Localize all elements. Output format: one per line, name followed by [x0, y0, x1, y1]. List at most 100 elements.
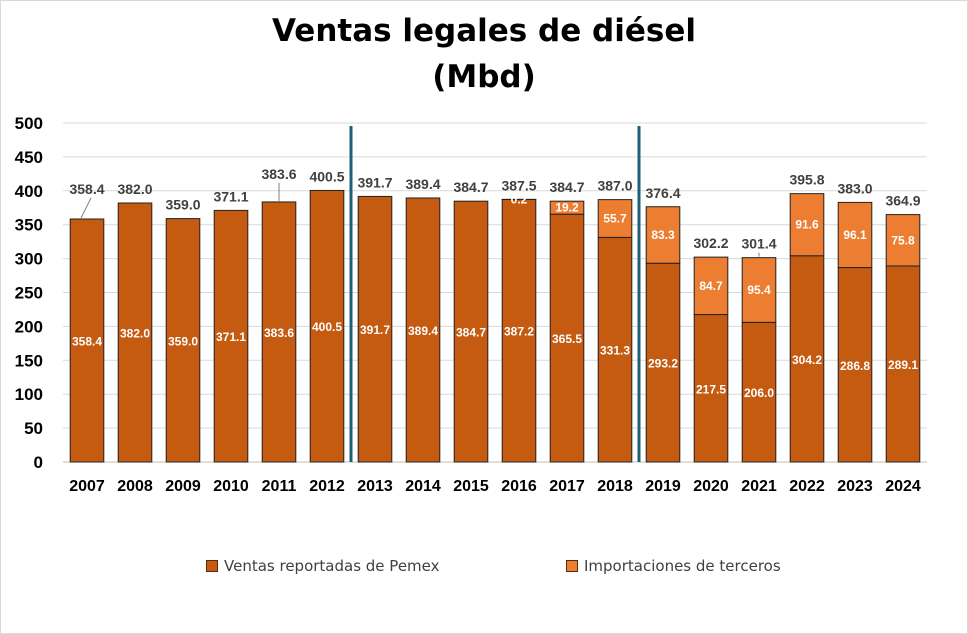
bar-pemex: [69, 218, 105, 463]
y-tick-label: 450: [15, 148, 43, 167]
x-tick-label: 2008: [117, 478, 153, 495]
y-tick-label: 400: [15, 182, 43, 201]
data-label-pemex: 206.0: [744, 386, 774, 400]
x-tick-label: 2024: [885, 478, 921, 495]
data-label-total: 387.5: [501, 177, 536, 193]
data-label-total: 301.4: [741, 236, 776, 252]
leader-line: [80, 197, 92, 219]
bar-pemex: [261, 201, 297, 463]
data-label-pemex: 365.5: [552, 332, 582, 346]
data-label-pemex: 304.2: [792, 353, 822, 367]
x-tick-label: 2019: [645, 478, 681, 495]
data-label-total: 387.0: [597, 178, 632, 194]
bar-terceros: [693, 256, 729, 316]
y-tick-label: 250: [15, 284, 43, 303]
data-label-total: 383.0: [837, 180, 872, 196]
bar-pemex: [885, 265, 921, 463]
bar-pemex: [453, 200, 489, 463]
bar-pemex: [645, 262, 681, 463]
data-label-pemex: 289.1: [888, 358, 918, 372]
data-label-terceros: 55.7: [603, 211, 627, 225]
data-label-total: 371.1: [213, 188, 248, 204]
bar-pemex: [501, 198, 537, 463]
y-tick-label: 100: [15, 385, 43, 404]
bar-pemex: [357, 195, 393, 463]
data-label-total: 359.0: [165, 197, 200, 213]
data-label-pemex: 293.2: [648, 357, 678, 371]
data-label-total: 376.4: [645, 185, 680, 201]
data-label-total: 358.4: [69, 181, 104, 197]
legend-label-terceros: Importaciones de terceros: [584, 557, 781, 575]
x-tick-label: 2012: [309, 478, 345, 495]
data-label-pemex: 387.2: [504, 325, 534, 339]
bar-terceros: [645, 206, 681, 264]
y-tick-label: 200: [15, 317, 43, 336]
bar-terceros: [885, 214, 921, 267]
x-tick-label: 2014: [405, 478, 441, 495]
y-tick-label: 0: [34, 453, 43, 472]
data-label-terceros: 0.2: [511, 192, 528, 206]
legend-label-pemex: Ventas reportadas de Pemex: [224, 557, 440, 575]
data-label-total: 364.9: [885, 193, 920, 209]
bar-terceros: [789, 193, 825, 257]
bar-terceros: [837, 201, 873, 269]
bar-terceros: [597, 199, 633, 238]
data-label-pemex: 384.7: [456, 326, 486, 340]
bar-pemex: [165, 218, 201, 463]
legend-item-terceros: Importaciones de terceros: [566, 557, 781, 575]
data-label-terceros: 75.8: [891, 233, 915, 247]
y-tick-label: 300: [15, 250, 43, 269]
data-label-terceros: 84.7: [699, 279, 723, 293]
data-label-terceros: 95.4: [747, 283, 771, 297]
data-label-total: 400.5: [309, 168, 344, 184]
legend-swatch-terceros: [566, 560, 578, 572]
data-label-pemex: 400.5: [312, 320, 342, 334]
x-tick-label: 2007: [69, 478, 105, 495]
bar-pemex: [597, 236, 633, 463]
data-label-terceros: 96.1: [843, 228, 867, 242]
y-tick-label: 150: [15, 351, 43, 370]
data-label-pemex: 286.8: [840, 359, 870, 373]
x-tick-label: 2022: [789, 478, 825, 495]
x-tick-label: 2017: [549, 478, 585, 495]
data-label-terceros: 83.3: [651, 228, 675, 242]
x-tick-label: 2020: [693, 478, 729, 495]
bar-pemex: [213, 209, 249, 463]
data-label-pemex: 389.4: [408, 324, 438, 338]
data-label-terceros: 19.2: [555, 201, 579, 215]
data-label-total: 395.8: [789, 172, 824, 188]
data-label-terceros: 91.6: [795, 218, 819, 232]
legend-swatch-pemex: [206, 560, 218, 572]
data-label-total: 302.2: [693, 235, 728, 251]
y-tick-label: 350: [15, 216, 43, 235]
x-tick-label: 2023: [837, 478, 873, 495]
data-label-pemex: 331.3: [600, 344, 630, 358]
x-tick-label: 2010: [213, 478, 249, 495]
data-label-total: 382.0: [117, 181, 152, 197]
chart-title: Ventas legales de diésel: [272, 13, 696, 49]
x-tick-label: 2009: [165, 478, 201, 495]
data-label-total: 391.7: [357, 174, 392, 190]
data-label-pemex: 391.7: [360, 323, 390, 337]
bar-pemex: [789, 255, 825, 463]
x-tick-label: 2018: [597, 478, 633, 495]
x-tick-label: 2011: [262, 478, 297, 495]
y-tick-label: 500: [15, 114, 43, 133]
bar-pemex: [309, 189, 345, 463]
bar-pemex: [693, 314, 729, 463]
data-label-total: 384.7: [453, 179, 488, 195]
data-label-total: 383.6: [261, 166, 296, 182]
chart-subtitle-units: (Mbd): [432, 59, 536, 95]
data-label-total: 384.7: [549, 179, 584, 195]
y-tick-label: 50: [24, 419, 43, 438]
data-label-pemex: 217.5: [696, 382, 726, 396]
bar-pemex: [405, 197, 441, 463]
data-label-pemex: 359.0: [168, 334, 198, 348]
legend: Ventas reportadas de Pemex Importaciones…: [1, 557, 967, 581]
x-tick-label: 2013: [357, 478, 393, 495]
data-label-pemex: 383.6: [264, 326, 294, 340]
bar-pemex: [549, 213, 585, 463]
x-tick-label: 2021: [741, 478, 777, 495]
